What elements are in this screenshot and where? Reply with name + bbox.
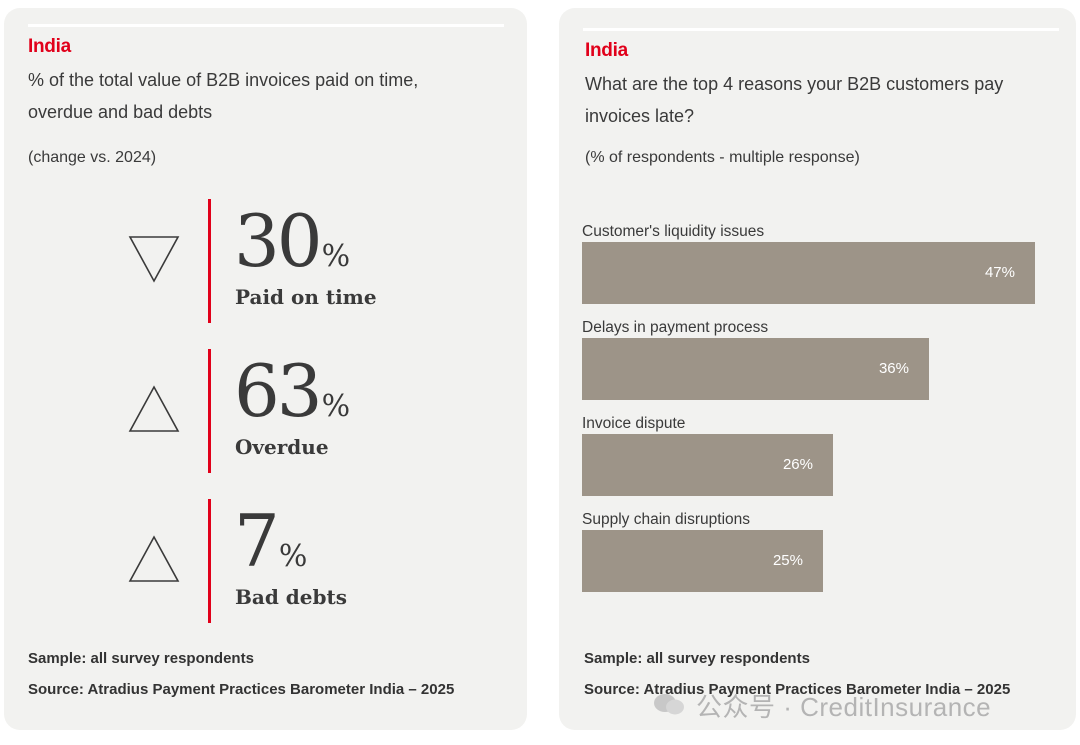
category-label: Customer's liquidity issues (582, 223, 765, 240)
sample-note: Sample: all survey respondents (584, 650, 810, 667)
kpi-paid-on-time: 30% Paid on time (4, 199, 527, 323)
top-rule (583, 28, 1059, 31)
data-label: 47% (984, 264, 1015, 281)
triangle-up-icon (128, 385, 180, 432)
kpi-panel: India % of the total value of B2B invoic… (4, 8, 527, 730)
source-note: Source: Atradius Payment Practices Barom… (584, 681, 1011, 698)
bar (582, 530, 823, 592)
country-label: India (28, 36, 71, 57)
kpi-bad-debts: 7% Bad debts (4, 499, 527, 623)
data-label: 36% (878, 360, 909, 377)
top-rule (28, 24, 504, 27)
kpi-value: 63% (234, 349, 351, 433)
kpi-divider (208, 349, 211, 473)
chart-title-line1: % of the total value of B2B invoices pai… (28, 70, 419, 90)
data-label: 26% (782, 456, 813, 473)
bar (582, 242, 1035, 304)
kpi-divider (208, 199, 211, 323)
chart-title-line2: invoices late? (585, 106, 695, 126)
category-label: Delays in payment process (582, 319, 769, 336)
wechat-logo-icon (654, 694, 684, 715)
kpi-label: Bad debts (235, 585, 348, 609)
category-label: Supply chain disruptions (582, 511, 751, 528)
chart-subtitle: (% of respondents - multiple response) (585, 149, 860, 166)
source-note: Source: Atradius Payment Practices Barom… (28, 681, 455, 698)
change-note: (change vs. 2024) (28, 149, 157, 166)
kpi-value: 30% (234, 199, 351, 283)
sample-note: Sample: all survey respondents (28, 650, 254, 667)
category-label: Invoice dispute (582, 415, 686, 432)
triangle-down-icon (128, 236, 180, 283)
chart-title-line1: What are the top 4 reasons your B2B cust… (585, 74, 1004, 94)
kpi-label: Overdue (235, 435, 329, 459)
triangle-up-icon (128, 535, 180, 582)
data-label: 25% (772, 552, 803, 569)
kpi-label: Paid on time (235, 285, 377, 309)
chart-title-line2: overdue and bad debts (28, 102, 213, 122)
kpi-divider (208, 499, 211, 623)
bar-chart-panel: India What are the top 4 reasons your B2… (559, 8, 1076, 730)
bar (582, 434, 833, 496)
kpi-overdue: 63% Overdue (4, 349, 527, 473)
country-label: India (585, 40, 628, 61)
kpi-value: 7% (234, 499, 308, 583)
bar (582, 338, 929, 400)
watermark: 公众号 · CreditInsurance (696, 692, 992, 722)
